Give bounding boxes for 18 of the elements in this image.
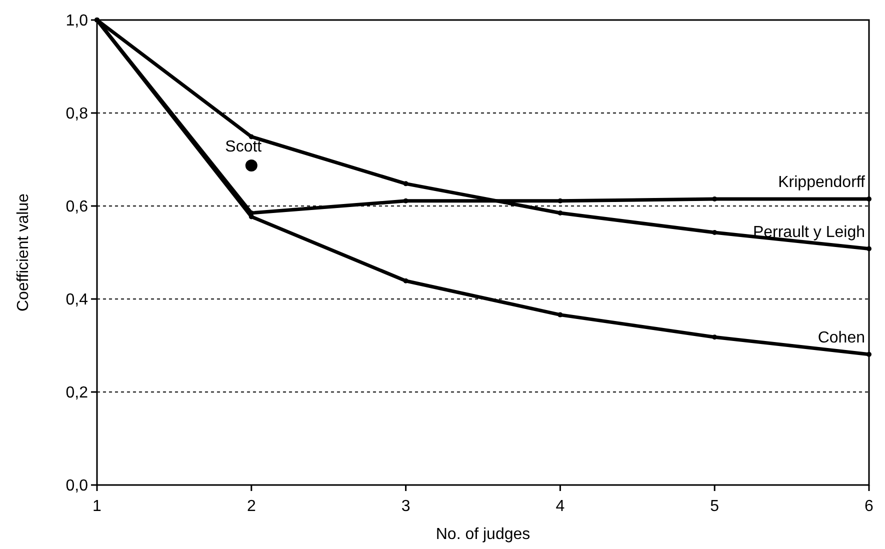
x-tick-label: 6 [864,498,874,515]
series-label: Cohen [818,329,865,346]
y-tick-label: 0,8 [66,106,88,123]
x-tick-label: 5 [710,498,720,515]
x-tick-label: 2 [246,498,256,515]
y-tick-label: 0,6 [66,198,88,216]
y-tick-label: 0,0 [66,478,88,495]
x-tick-label: 3 [401,498,410,515]
y-tick-label: 1,0 [66,12,88,30]
series-label: Krippendorff [778,174,866,192]
x-axis-title: No. of judges [436,526,530,543]
series-label: Scott [225,138,262,156]
y-axis-title: Coefficient value [15,193,32,312]
x-tick-label: 1 [92,498,102,515]
y-tick-label: 0,2 [66,384,88,402]
y-tick-label: 0,4 [66,292,88,309]
series-label: Perrault y Leigh [752,224,865,241]
x-tick-label: 4 [556,498,565,515]
